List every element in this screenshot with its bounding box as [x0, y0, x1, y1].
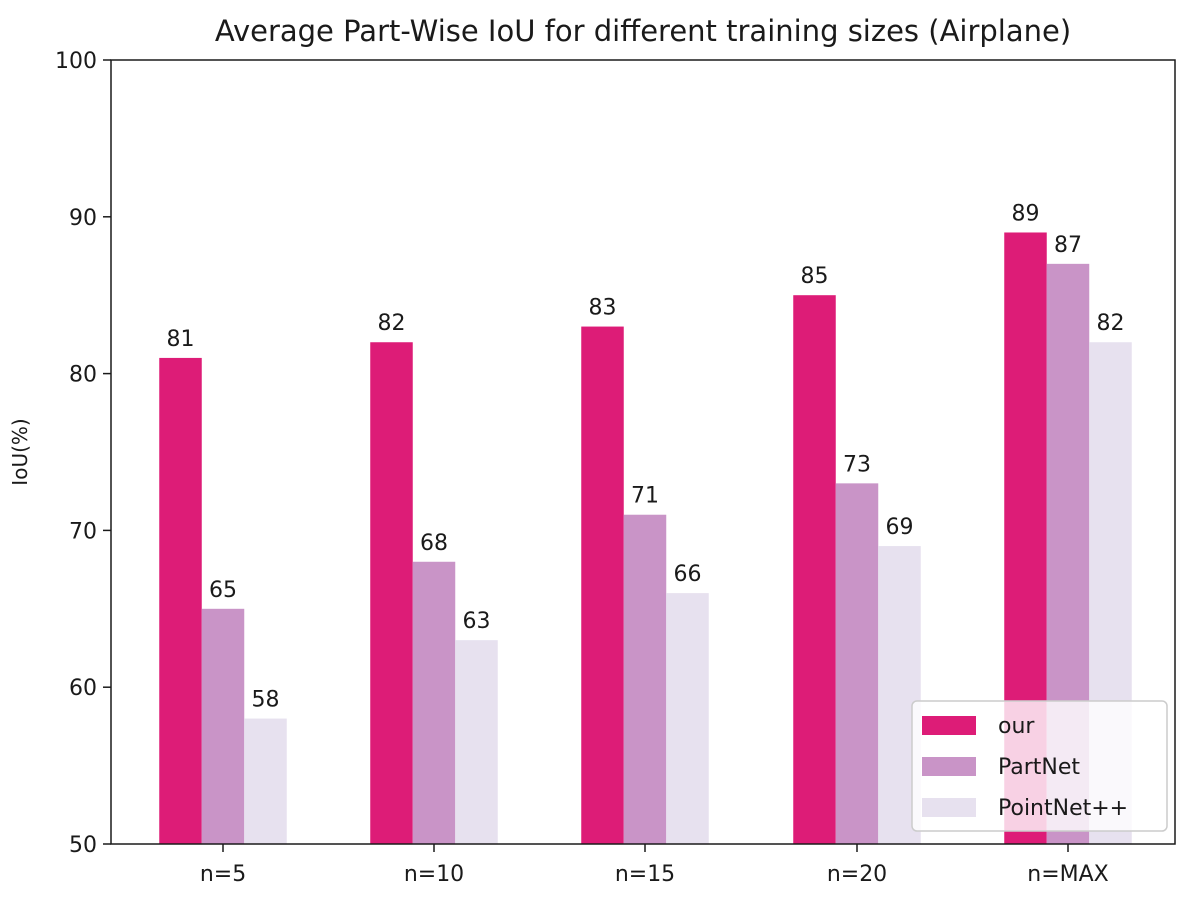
x-tick-label: n=10	[404, 862, 464, 887]
y-tick-label: 100	[55, 49, 97, 74]
y-axis-ticks: 50 60 70 80 90 100	[55, 49, 111, 858]
legend-label-our: our	[998, 714, 1035, 739]
chart-title: Average Part-Wise IoU for different trai…	[215, 14, 1071, 48]
legend-swatch-pointnet	[922, 798, 976, 817]
data-labels-layer: 81 65 58 82 68 63 83 71 66 85 73 69 89 87 82	[167, 201, 1125, 712]
bar-our-n-10	[370, 342, 413, 844]
data-label-our-n-max: 89	[1012, 201, 1040, 226]
x-tick-label: n=15	[615, 862, 675, 887]
bar-partnet-n-20	[835, 483, 879, 844]
bar-pointnet-n-15	[666, 593, 709, 844]
data-label-our-n-10: 82	[378, 311, 406, 336]
data-label-partnet-n-max: 87	[1054, 233, 1082, 258]
bar-partnet-n-10	[412, 561, 456, 844]
data-label-pointnet-n-5: 58	[252, 688, 280, 713]
bar-our-n-20	[793, 295, 836, 844]
legend-label-pointnet: PointNet++	[998, 796, 1128, 821]
data-label-partnet-n-10: 68	[420, 531, 448, 556]
bar-partnet-n-5	[201, 608, 245, 844]
legend-label-partnet: PartNet	[998, 755, 1080, 780]
data-label-our-n-20: 85	[801, 264, 829, 289]
y-axis-label: IoU(%)	[8, 418, 32, 485]
bar-pointnet-n-10	[455, 640, 498, 844]
bar-our-n-5	[159, 357, 202, 844]
y-tick-label: 90	[69, 206, 97, 231]
y-tick-label: 60	[69, 676, 97, 701]
data-label-partnet-n-20: 73	[843, 452, 871, 477]
data-label-partnet-n-15: 71	[631, 484, 659, 509]
y-tick-label: 50	[69, 833, 97, 858]
plot-frame	[110, 59, 1176, 845]
legend-swatch-our	[922, 716, 976, 735]
data-label-pointnet-n-15: 66	[674, 562, 702, 587]
y-tick-label: 80	[69, 363, 97, 388]
data-label-pointnet-n-20: 69	[886, 515, 914, 540]
data-label-our-n-5: 81	[167, 327, 195, 352]
legend-swatch-partnet	[922, 757, 976, 776]
data-label-pointnet-n-max: 82	[1097, 311, 1125, 336]
bar-partnet-n-15	[623, 514, 667, 844]
bar-pointnet-n-5	[244, 718, 287, 844]
bar-our-n-15	[581, 326, 624, 844]
y-tick-label: 70	[69, 519, 97, 544]
x-tick-label: n=MAX	[1027, 862, 1108, 887]
x-axis-ticks: n=5 n=10 n=15 n=20 n=MAX	[200, 844, 1109, 887]
data-label-partnet-n-5: 65	[209, 578, 237, 603]
data-label-pointnet-n-10: 63	[463, 609, 491, 634]
data-label-our-n-15: 83	[589, 296, 617, 321]
x-tick-label: n=5	[200, 862, 246, 887]
legend: our PartNet PointNet++	[911, 700, 1168, 832]
x-tick-label: n=20	[827, 862, 887, 887]
